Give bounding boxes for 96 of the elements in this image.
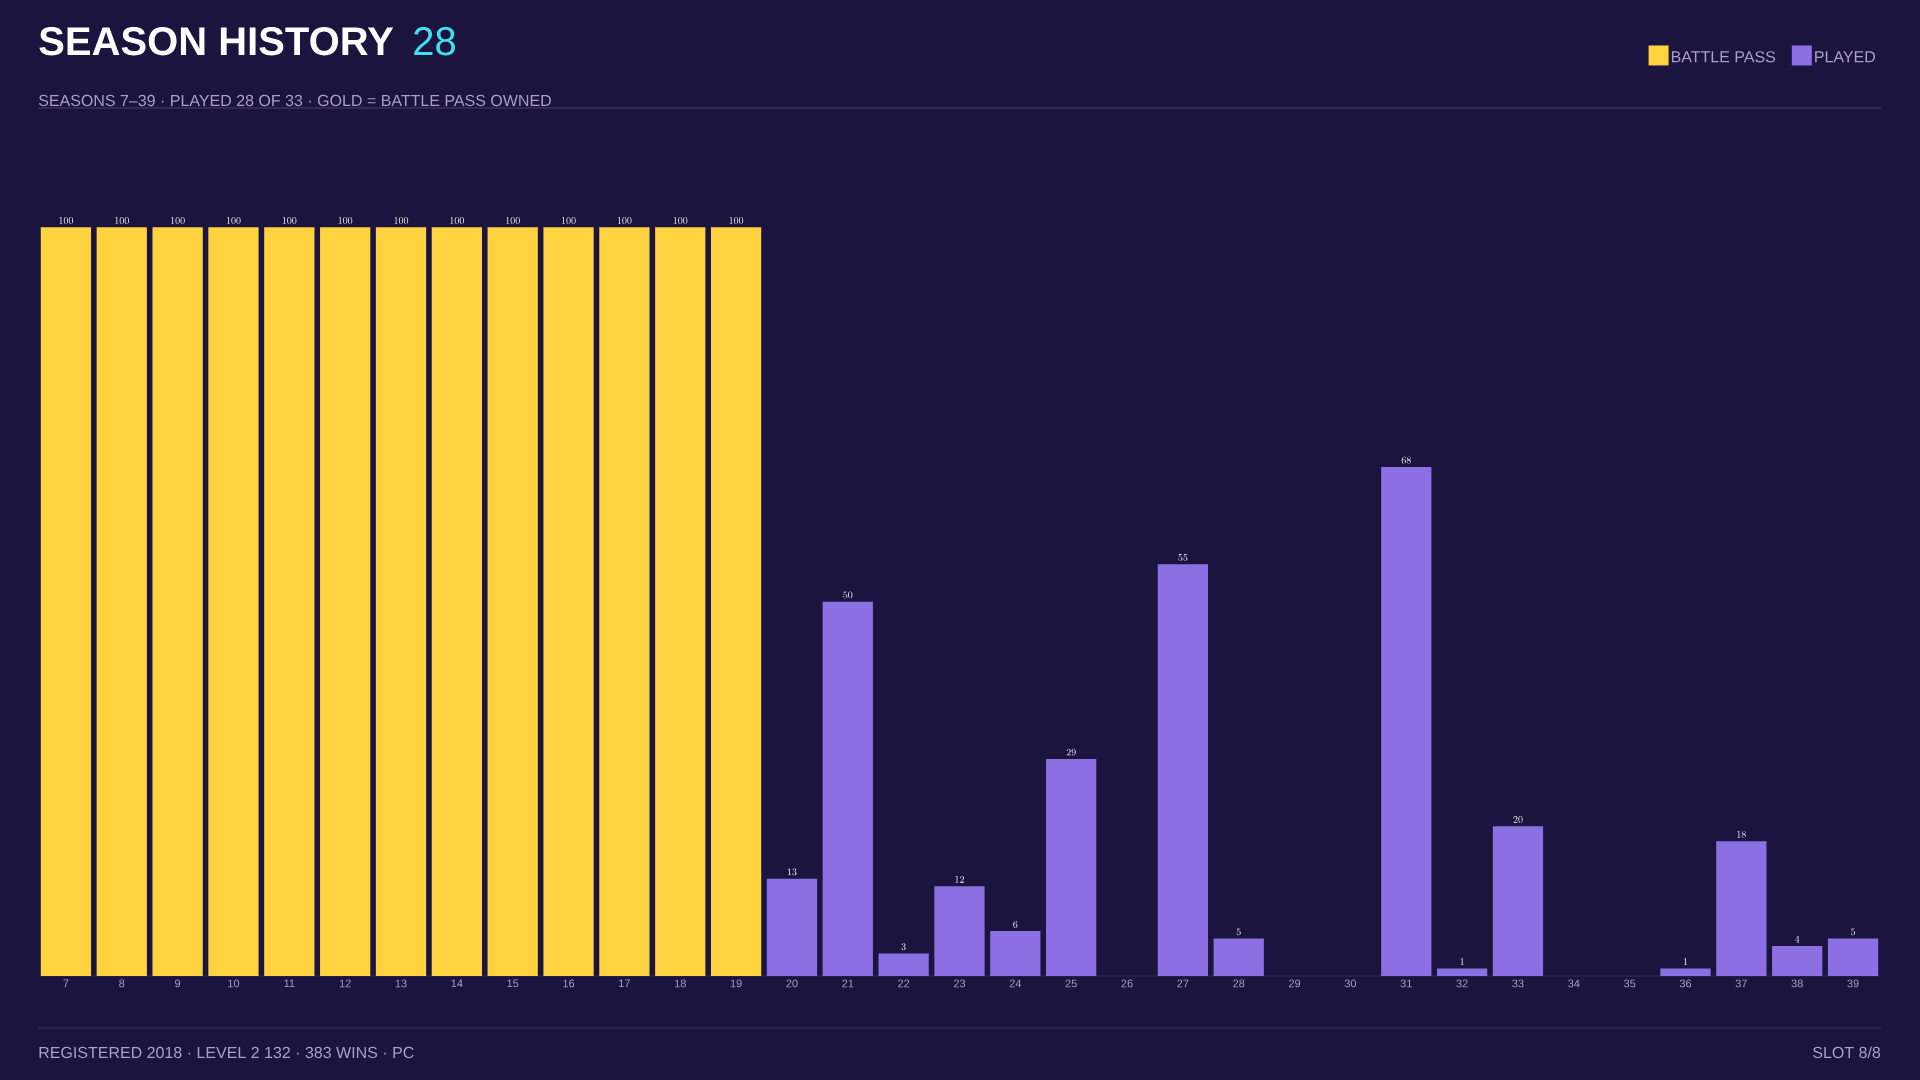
x-tick-label: 21 [842, 979, 854, 988]
x-tick-label: 27 [1177, 979, 1189, 988]
data-label: 1 [1460, 958, 1464, 965]
x-tick-label: 10 [228, 979, 240, 988]
data-label: 100 [171, 217, 185, 225]
x-tick-label: 20 [786, 979, 798, 988]
bar [208, 227, 259, 976]
bar [1436, 968, 1488, 976]
x-tick-label: 14 [451, 979, 463, 988]
data-label: 100 [729, 217, 744, 225]
data-label: 100 [394, 217, 409, 225]
bar [1827, 938, 1879, 976]
x-tick-label: 24 [1009, 979, 1022, 988]
text: SLOT 8/8 [1813, 1046, 1881, 1059]
data-label: 100 [673, 217, 688, 225]
data-label: 12 [955, 875, 964, 883]
data-label: 100 [338, 217, 353, 225]
data-label: 6 [1013, 920, 1018, 928]
data-label: 1 [1683, 958, 1688, 965]
x-tick-label: 11 [284, 979, 295, 988]
x-tick-label: 28 [1233, 979, 1245, 988]
x-tick-label: 30 [1344, 979, 1357, 988]
x-tick-label: 39 [1847, 979, 1859, 988]
bar [264, 227, 315, 976]
x-tick-label: 22 [898, 979, 910, 988]
bar [320, 227, 371, 976]
data-label: 100 [561, 217, 576, 225]
x-tick-label: 38 [1791, 979, 1803, 988]
chart-title: SEASON HISTORY [39, 27, 394, 56]
data-label: 100 [282, 217, 297, 225]
data-label: 100 [226, 217, 241, 225]
data-label: 13 [787, 868, 797, 876]
bar [40, 227, 92, 976]
bar [1772, 946, 1823, 976]
data-label: 20 [1513, 816, 1523, 823]
chart-subtitle: SEASONS 7–39 · PLAYED 28 OF 33 · GOLD = BATTLE PASS OWNED [38, 94, 551, 107]
data-label: 100 [59, 217, 74, 225]
bar [878, 953, 929, 976]
x-tick-label: 32 [1456, 979, 1468, 988]
x-tick-label: 12 [339, 979, 351, 988]
x-tick-label: 17 [619, 979, 630, 988]
bar [1213, 938, 1264, 976]
bar [1381, 466, 1432, 976]
bar [1492, 826, 1544, 976]
x-tick-label: 15 [507, 979, 519, 988]
x-tick-label: 37 [1735, 979, 1747, 988]
legend-label: PLAYED [1815, 51, 1876, 63]
bar [934, 886, 985, 976]
data-label: 5 [1236, 928, 1241, 936]
bar [766, 878, 818, 976]
data-label: 29 [1066, 748, 1076, 756]
data-label: 100 [450, 217, 464, 225]
x-tick-label: 18 [674, 979, 686, 988]
bar [1157, 564, 1209, 976]
bar [96, 227, 147, 976]
data-label: 68 [1401, 456, 1411, 464]
x-tick-label: 26 [1121, 979, 1133, 988]
bar [431, 227, 482, 976]
bar [990, 931, 1041, 976]
bar [1716, 841, 1767, 976]
data-label: 100 [617, 217, 632, 225]
data-label: 100 [506, 217, 520, 225]
bar [710, 227, 762, 976]
x-tick-label: 29 [1289, 979, 1301, 988]
x-tick-label: 19 [730, 979, 742, 988]
x-tick-label: 7 [63, 979, 69, 988]
data-label: 55 [1178, 554, 1188, 561]
x-tick-label: 31 [1400, 979, 1412, 988]
bar [375, 227, 427, 976]
text: 28 [414, 27, 455, 56]
data-label: 3 [901, 943, 906, 951]
x-tick-label: 13 [395, 979, 407, 988]
bar [655, 227, 706, 976]
bar [152, 227, 203, 976]
data-label: 100 [115, 217, 129, 225]
data-label: 50 [843, 591, 853, 599]
bar [599, 227, 650, 976]
legend-label: BATTLE PASS [1671, 51, 1776, 63]
x-tick-label: 33 [1512, 979, 1524, 988]
x-tick-label: 34 [1568, 979, 1580, 988]
data-label: 5 [1851, 928, 1856, 936]
x-tick-label: 16 [563, 979, 575, 988]
data-label: 4 [1794, 935, 1800, 943]
x-tick-label: 35 [1623, 979, 1636, 988]
x-tick-label: 36 [1679, 979, 1692, 988]
bar [543, 227, 594, 976]
text: REGISTERED 2018 · LEVEL 2 132 · 383 WINS · PC [39, 1046, 414, 1059]
x-tick-label: 8 [119, 979, 125, 988]
x-tick-label: 23 [953, 979, 966, 988]
data-label: 18 [1737, 831, 1746, 838]
bar [487, 227, 538, 976]
x-tick-label: 9 [175, 979, 181, 988]
bar [1046, 758, 1097, 976]
x-tick-label: 25 [1065, 979, 1077, 988]
bar [822, 601, 873, 976]
bar [1660, 968, 1711, 976]
